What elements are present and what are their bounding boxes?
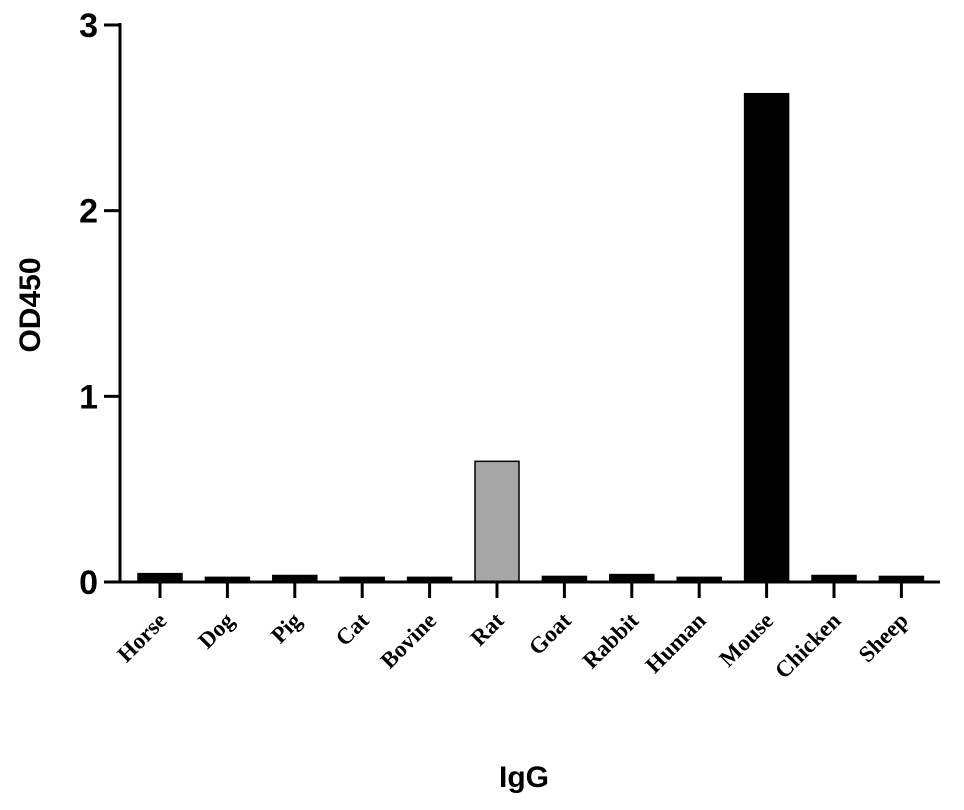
x-tick-label-cat: Cat bbox=[331, 608, 374, 651]
x-tick-label-goat: Goat bbox=[524, 608, 576, 660]
x-tick-label-rat: Rat bbox=[466, 608, 509, 651]
x-tick-label-horse: Horse bbox=[112, 608, 171, 667]
y-tick-label: 2 bbox=[79, 193, 98, 231]
axes-group bbox=[118, 23, 940, 584]
y-ticks-group: 0 1 2 3 bbox=[79, 7, 120, 602]
x-tick-label-human: Human bbox=[641, 608, 711, 678]
bar-mouse bbox=[743, 92, 790, 583]
x-tick-label-chicken: Chicken bbox=[770, 608, 846, 684]
x-axis-title: IgG bbox=[499, 761, 549, 794]
x-tick-label-bovine: Bovine bbox=[376, 608, 442, 674]
y-tick-label: 3 bbox=[79, 7, 98, 45]
bars-group bbox=[137, 92, 925, 583]
x-tick-label-pig: Pig bbox=[266, 608, 307, 649]
y-tick-label: 1 bbox=[79, 378, 98, 416]
x-tick-label-rabbit: Rabbit bbox=[578, 608, 644, 674]
y-axis-title: OD450 bbox=[14, 257, 47, 352]
bar-rat bbox=[474, 460, 520, 583]
x-tick-label-dog: Dog bbox=[193, 608, 239, 654]
x-tick-label-sheep: Sheep bbox=[854, 608, 913, 667]
x-tick-label-mouse: Mouse bbox=[714, 608, 778, 672]
y-tick-label: 0 bbox=[79, 564, 98, 602]
